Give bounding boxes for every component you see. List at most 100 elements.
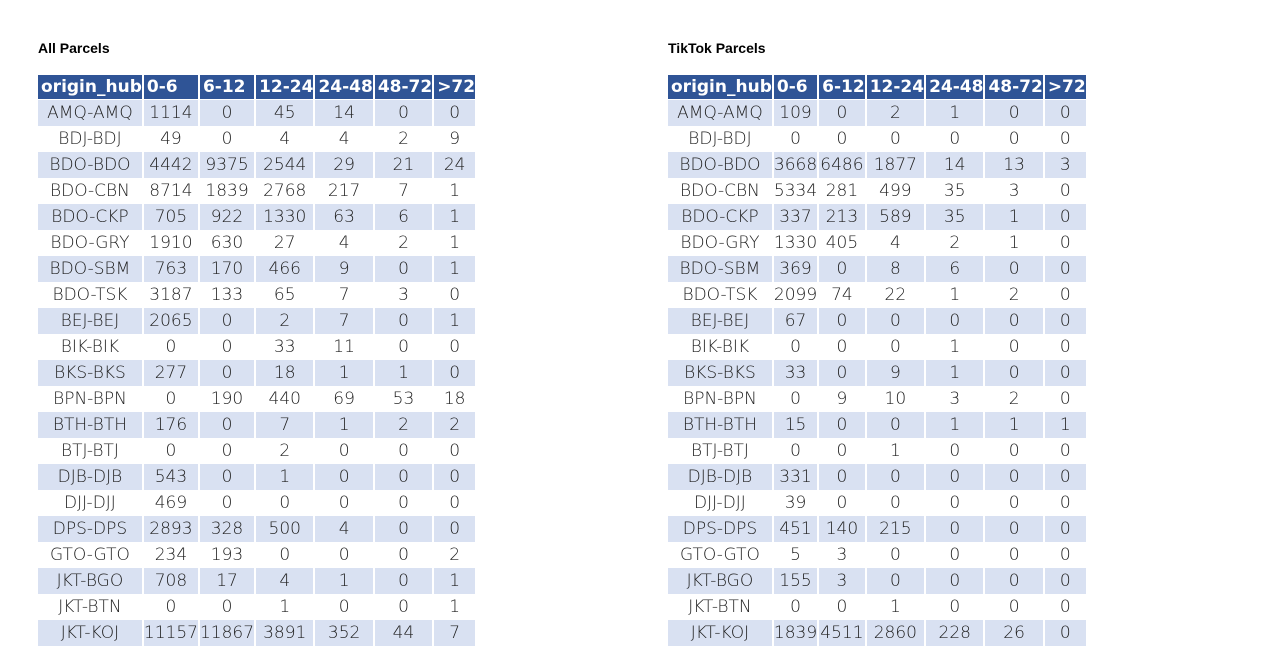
column-header: 6-12 — [819, 75, 867, 100]
table-row: BEJ-BEJ 67 0 0 0 0 0 — [668, 308, 1086, 334]
count-cell: 1 — [434, 204, 476, 230]
count-cell: 0 — [819, 594, 867, 620]
count-cell: 4 — [315, 126, 375, 152]
origin-hub-cell: BDO-CKP — [668, 204, 774, 230]
count-cell: 0 — [315, 438, 375, 464]
table-row: DJB-DJB 543 0 1 0 0 0 — [38, 464, 476, 490]
count-cell: 35 — [926, 178, 986, 204]
table-row: BTJ-BTJ 0 0 2 0 0 0 — [38, 438, 476, 464]
table-row: DJJ-DJJ 469 0 0 0 0 0 — [38, 490, 476, 516]
count-cell: 0 — [926, 594, 986, 620]
count-cell: 0 — [1044, 620, 1086, 646]
count-cell: 2065 — [143, 308, 200, 334]
table-row: JKT-BGO 708 17 4 1 0 1 — [38, 568, 476, 594]
count-cell: 763 — [143, 256, 200, 282]
origin-hub-cell: BKS-BKS — [38, 360, 144, 386]
count-cell: 67 — [773, 308, 820, 334]
count-cell: 0 — [985, 334, 1045, 360]
count-cell: 405 — [819, 230, 867, 256]
count-cell: 2 — [256, 438, 316, 464]
count-cell: 234 — [143, 542, 200, 568]
count-cell: 176 — [143, 412, 200, 438]
column-header: 48-72 — [374, 75, 435, 100]
count-cell: 2 — [374, 412, 435, 438]
count-cell: 1 — [434, 178, 476, 204]
table-row: BTJ-BTJ 0 0 1 0 0 0 — [668, 438, 1086, 464]
count-cell: 1 — [374, 360, 435, 386]
count-cell: 2 — [985, 386, 1045, 412]
count-cell: 11867 — [199, 620, 257, 646]
count-cell: 0 — [819, 412, 867, 438]
origin-hub-cell: BDO-GRY — [38, 230, 144, 256]
count-cell: 0 — [985, 542, 1045, 568]
column-header: >72 — [434, 75, 476, 100]
origin-hub-cell: BDO-SBM — [668, 256, 774, 282]
count-cell: 0 — [819, 126, 867, 152]
count-cell: 14 — [926, 152, 986, 178]
count-cell: 3 — [926, 386, 986, 412]
count-cell: 0 — [1044, 438, 1086, 464]
count-cell: 4442 — [143, 152, 200, 178]
count-cell: 7 — [374, 178, 435, 204]
count-cell: 2544 — [256, 152, 316, 178]
count-cell: 630 — [199, 230, 257, 256]
count-cell: 170 — [199, 256, 257, 282]
origin-hub-cell: BPN-BPN — [38, 386, 144, 412]
column-header: 48-72 — [985, 75, 1045, 100]
count-cell: 5334 — [773, 178, 820, 204]
count-cell: 15 — [773, 412, 820, 438]
count-cell: 0 — [315, 490, 375, 516]
tiktok-parcels-title: TikTok Parcels — [668, 40, 766, 56]
count-cell: 4 — [256, 568, 316, 594]
origin-hub-cell: DPS-DPS — [668, 516, 774, 542]
count-cell: 0 — [374, 490, 435, 516]
count-cell: 0 — [773, 334, 820, 360]
count-cell: 7 — [256, 412, 316, 438]
table-row: BEJ-BEJ 2065 0 2 7 0 1 — [38, 308, 476, 334]
count-cell: 49 — [143, 126, 200, 152]
count-cell: 24 — [434, 152, 476, 178]
origin-hub-cell: BDO-TSK — [38, 282, 144, 308]
table-row: GTO-GTO 234 193 0 0 0 2 — [38, 542, 476, 568]
count-cell: 0 — [819, 464, 867, 490]
count-cell: 213 — [819, 204, 867, 230]
count-cell: 3187 — [143, 282, 200, 308]
table-row: BDJ-BDJ 0 0 0 0 0 0 — [668, 126, 1086, 152]
count-cell: 0 — [985, 568, 1045, 594]
count-cell: 0 — [199, 360, 257, 386]
count-cell: 2099 — [773, 282, 820, 308]
count-cell: 0 — [985, 438, 1045, 464]
count-cell: 0 — [985, 516, 1045, 542]
count-cell: 0 — [866, 334, 927, 360]
table-row: BTH-BTH 15 0 0 1 1 1 — [668, 412, 1086, 438]
all-parcels-table: origin_hub 0-6 6-12 12-24 24-48 48-72 >72 AMQ-… — [38, 75, 476, 646]
count-cell: 17 — [199, 568, 257, 594]
count-cell: 0 — [866, 412, 927, 438]
count-cell: 1 — [434, 568, 476, 594]
table-row: DJJ-DJJ 39 0 0 0 0 0 — [668, 490, 1086, 516]
origin-hub-cell: BPN-BPN — [668, 386, 774, 412]
count-cell: 0 — [315, 464, 375, 490]
table-row: JKT-BGO 155 3 0 0 0 0 — [668, 568, 1086, 594]
count-cell: 45 — [256, 100, 316, 126]
origin-hub-cell: JKT-KOJ — [668, 620, 774, 646]
count-cell: 1 — [315, 360, 375, 386]
table-row: JKT-BTN 0 0 1 0 0 0 — [668, 594, 1086, 620]
count-cell: 33 — [773, 360, 820, 386]
origin-hub-cell: BKS-BKS — [668, 360, 774, 386]
origin-hub-cell: BDO-SBM — [38, 256, 144, 282]
origin-hub-cell: BDO-TSK — [668, 282, 774, 308]
table-row: BPN-BPN 0 9 10 3 2 0 — [668, 386, 1086, 412]
count-cell: 2 — [926, 230, 986, 256]
origin-hub-cell: DJB-DJB — [38, 464, 144, 490]
count-cell: 1 — [434, 594, 476, 620]
count-cell: 543 — [143, 464, 200, 490]
count-cell: 0 — [926, 516, 986, 542]
count-cell: 705 — [143, 204, 200, 230]
count-cell: 277 — [143, 360, 200, 386]
table-row: BDO-BDO 3668 6486 1877 14 13 3 — [668, 152, 1086, 178]
count-cell: 0 — [143, 334, 200, 360]
table-row: BDO-SBM 369 0 8 6 0 0 — [668, 256, 1086, 282]
count-cell: 1 — [1044, 412, 1086, 438]
count-cell: 4511 — [819, 620, 867, 646]
